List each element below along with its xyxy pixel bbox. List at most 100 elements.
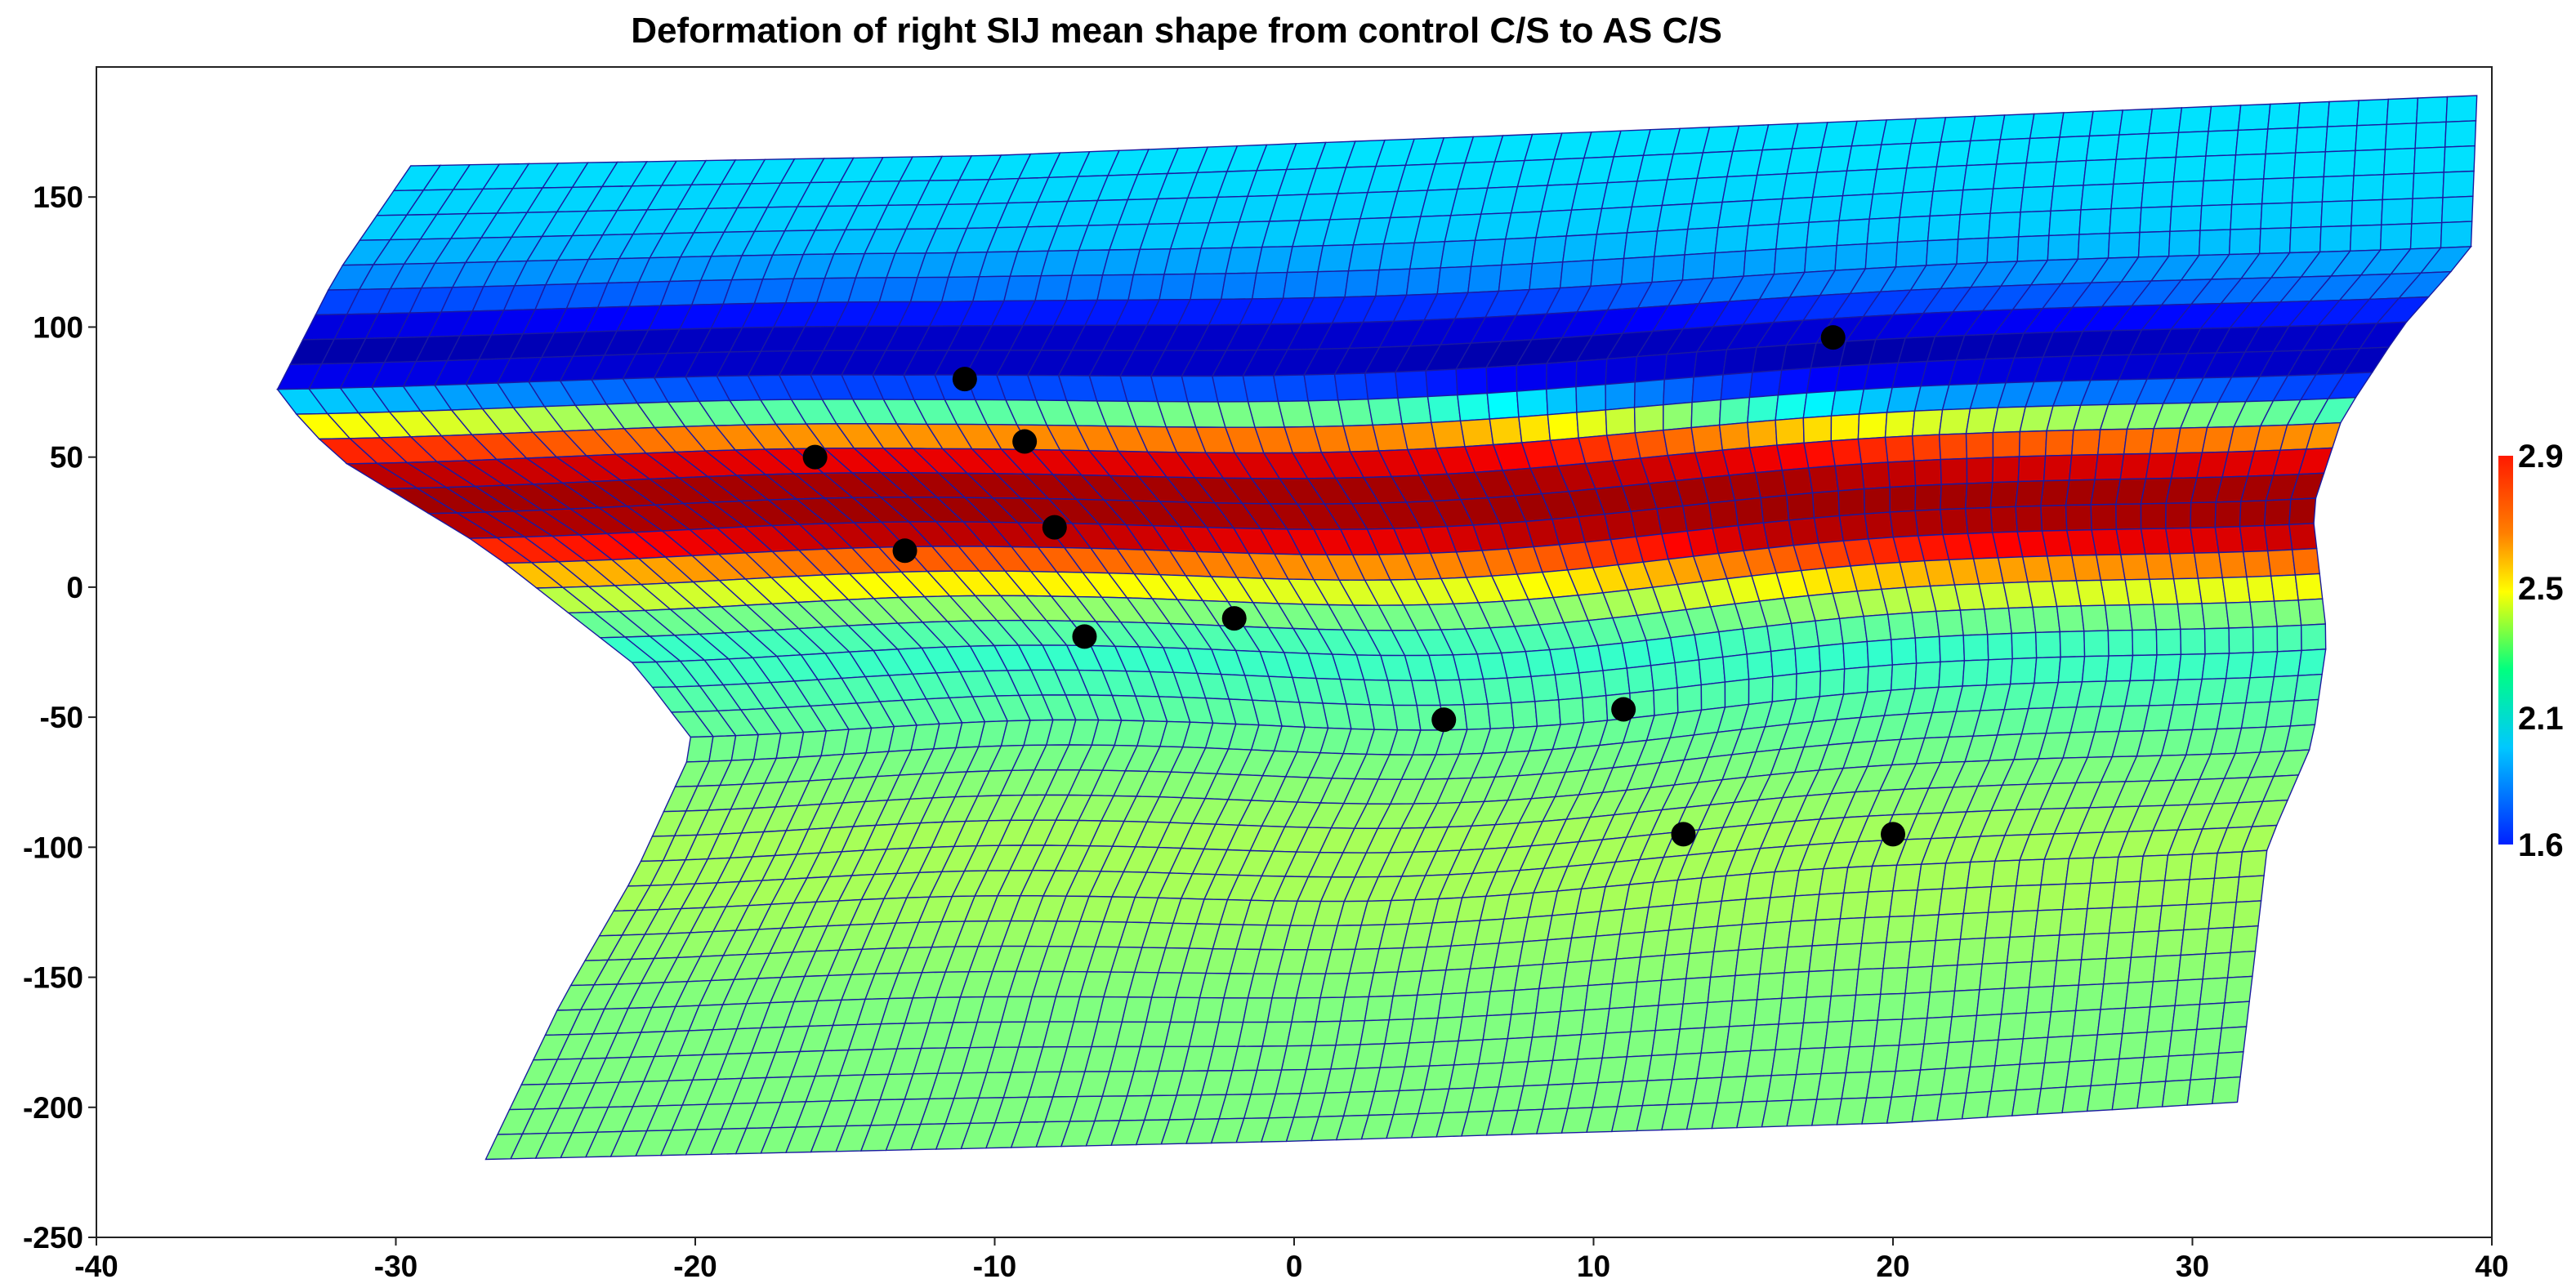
- grid-cell: [1744, 223, 1779, 252]
- grid-cell: [1742, 625, 1772, 655]
- x-tick-label: -10: [973, 1250, 1016, 1283]
- grid-cell: [1808, 194, 1844, 223]
- grid-cell: [1485, 989, 1516, 1017]
- grid-cell: [1990, 1063, 2021, 1093]
- grid-cell: [1587, 958, 1617, 987]
- grid-cell: [1339, 996, 1370, 1023]
- grid-cell: [1866, 216, 1900, 245]
- grid-cell: [1576, 1032, 1607, 1060]
- grid-cell: [1620, 256, 1655, 285]
- grid-cell: [1313, 270, 1350, 299]
- grid-cell: [1745, 1049, 1776, 1077]
- grid-cell: [2019, 1036, 2049, 1065]
- grid-cell: [2155, 929, 2185, 957]
- grid-cell: [1712, 250, 1747, 279]
- grid-cell: [1663, 401, 1693, 431]
- grid-cell: [2224, 975, 2253, 1004]
- grid-cell: [1580, 1008, 1610, 1036]
- grid-cell: [1802, 415, 1833, 444]
- grid-cell: [1806, 220, 1840, 248]
- grid-cell: [1609, 981, 1638, 1009]
- grid-cell: [2119, 553, 2150, 581]
- grid-cell: [2180, 928, 2209, 956]
- landmark-points: [802, 325, 1905, 847]
- grid-cell: [1405, 267, 1441, 296]
- grid-cell: [1459, 418, 1494, 448]
- grid-cell: [1781, 467, 1814, 497]
- grid-cell: [1576, 409, 1608, 439]
- x-tick-label: -40: [74, 1250, 118, 1283]
- grid-cell: [2052, 159, 2087, 187]
- grid-cell: [2015, 1062, 2046, 1091]
- grid-cell: [1626, 665, 1654, 694]
- grid-cell: [1824, 1020, 1854, 1049]
- grid-cell: [1989, 480, 2020, 509]
- grid-cell: [1700, 681, 1726, 711]
- grid-cell: [1516, 388, 1549, 418]
- grid-cell: [2061, 1085, 2092, 1114]
- grid-cell: [2356, 98, 2390, 127]
- grid-cell: [1623, 230, 1659, 260]
- grid-cell: [2070, 429, 2101, 457]
- grid-cell: [1752, 173, 1788, 202]
- grid-cell: [2056, 605, 2085, 633]
- grid-cell: [1866, 664, 1894, 693]
- grid-cell: [2107, 231, 2141, 259]
- grid-cell: [1827, 994, 1857, 1023]
- x-tick-label: 0: [1286, 1250, 1303, 1283]
- grid-cell: [1489, 416, 1523, 446]
- grid-cell: [1690, 424, 1724, 454]
- grid-cell: [1485, 364, 1518, 394]
- grid-cell: [1534, 699, 1561, 727]
- grid-cell: [1558, 697, 1585, 725]
- grid-cell: [2059, 631, 2086, 658]
- grid-cell: [1775, 1022, 1805, 1051]
- grid-cell: [2351, 198, 2383, 227]
- grid-cell: [1578, 670, 1607, 699]
- grid-cell: [2204, 926, 2234, 955]
- grid-cell: [1303, 373, 1339, 402]
- grid-cell: [2225, 652, 2254, 680]
- grid-cell: [1966, 457, 1994, 484]
- grid-cell: [1722, 653, 1750, 683]
- grid-cell: [1709, 949, 1739, 978]
- grid-cell: [2153, 603, 2181, 631]
- grid-cell: [2189, 852, 2218, 880]
- grid-cell: [2201, 179, 2234, 207]
- grid-cell: [2161, 879, 2190, 907]
- grid-cell: [1931, 938, 1962, 967]
- grid-cell: [1413, 993, 1443, 1020]
- grid-cell: [2288, 523, 2318, 550]
- grid-cell: [2123, 427, 2155, 455]
- grid-cell: [1502, 1036, 1534, 1064]
- grid-cell: [2180, 628, 2206, 656]
- grid-cell: [2047, 234, 2080, 261]
- grid-cell: [1467, 264, 1502, 294]
- grid-cell: [1905, 141, 1942, 169]
- grid-cell: [2288, 225, 2322, 254]
- grid-cell: [2036, 1086, 2067, 1115]
- grid-cell: [2444, 120, 2477, 148]
- grid-cell: [2273, 599, 2302, 627]
- grid-cell: [2164, 527, 2195, 555]
- grid-cell: [1455, 367, 1489, 396]
- grid-cell: [1863, 486, 1891, 515]
- grid-cell: [1181, 375, 1219, 403]
- grid-cell: [1633, 378, 1665, 408]
- grid-cell: [1914, 484, 1942, 512]
- grid-cell: [1914, 661, 1941, 689]
- grid-cell: [1633, 403, 1664, 434]
- grid-cell: [1636, 954, 1666, 983]
- grid-cell: [2124, 981, 2154, 1009]
- grid-cell: [1926, 990, 1956, 1019]
- grid-cell: [2440, 195, 2474, 224]
- grid-cell: [1842, 640, 1869, 670]
- grid-cell: [2140, 1055, 2170, 1084]
- grid-cell: [1575, 383, 1607, 413]
- grid-cell: [2153, 653, 2182, 681]
- grid-cell: [2078, 207, 2112, 235]
- grid-cell: [1766, 895, 1796, 924]
- grid-cell: [2221, 576, 2251, 604]
- grid-cell: [1633, 979, 1663, 1008]
- grid-cell: [1583, 983, 1614, 1011]
